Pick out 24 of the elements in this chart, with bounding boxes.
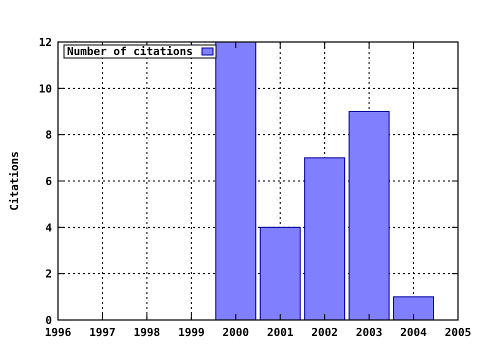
bar xyxy=(348,111,390,320)
bar xyxy=(393,296,434,320)
y-tick-label: 2 xyxy=(45,268,52,281)
y-tick-label: 0 xyxy=(45,314,52,327)
x-tick-label: 2005 xyxy=(444,326,472,339)
x-tick-label: 1996 xyxy=(44,326,72,339)
y-axis-title: Citations xyxy=(8,151,21,211)
y-tick-label: 4 xyxy=(45,221,52,234)
x-tick-label: 1998 xyxy=(134,326,160,339)
text: Number of citations xyxy=(67,45,193,58)
bar xyxy=(260,226,301,320)
x-tick-label: 1999 xyxy=(178,326,205,339)
y-tick-label: 8 xyxy=(45,128,52,142)
x-tick-label: 2002 xyxy=(311,326,338,339)
x-tick-label: 2001 xyxy=(266,326,294,339)
x-tick-label: 1997 xyxy=(89,326,116,339)
bar xyxy=(215,42,256,320)
x-tick-label: 2000 xyxy=(222,326,250,339)
y-tick-label: 10 xyxy=(38,82,52,96)
bar xyxy=(304,157,346,320)
x-tick-label: 2003 xyxy=(356,326,382,339)
x-tick-label: 2004 xyxy=(400,326,428,339)
y-tick-label: 6 xyxy=(45,175,52,188)
y-tick-label: 12 xyxy=(38,36,52,49)
